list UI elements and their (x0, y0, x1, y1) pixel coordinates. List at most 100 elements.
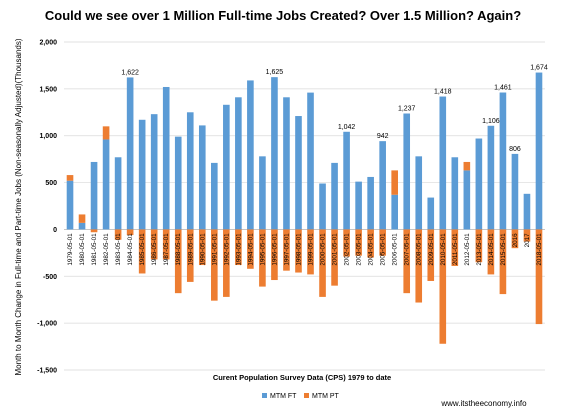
x-tick-label: 2006-05-01 (392, 233, 399, 266)
bar-part-time (463, 161, 471, 171)
y-tick-label: 2,000 (39, 40, 57, 47)
bar-full-time (451, 157, 459, 230)
x-axis-title: Curent Population Survey Data (CPS) 1979… (213, 373, 391, 382)
x-tick-label: 2016 (512, 233, 519, 248)
bar-part-time (162, 229, 170, 260)
x-tick-label: 1987-05-01 (163, 233, 170, 266)
y-tick-label: -1,500 (37, 368, 57, 375)
bar-full-time (343, 131, 350, 230)
bar-full-time (235, 97, 242, 230)
bar-part-time (138, 229, 146, 274)
data-label: 1,042 (338, 124, 356, 131)
bar-full-time (66, 180, 74, 230)
source-credit: www.itstheeconomy.info (440, 399, 527, 408)
data-label: 1,106 (482, 118, 500, 125)
bar-full-time (138, 119, 146, 230)
bar-part-time (90, 229, 98, 233)
x-tick-label: 1993-05-01 (235, 233, 242, 266)
x-tick-label: 2008-05-01 (416, 233, 423, 266)
bar-full-time (259, 156, 266, 230)
bar-full-time (403, 113, 411, 230)
bar-full-time (487, 125, 495, 230)
bar-full-time (283, 97, 290, 230)
data-labels: 1,622 1,625 1,042 942 1,237 1,418 1,106 1,461 80… (121, 65, 547, 153)
bar-part-time (367, 229, 374, 258)
bar-full-time (523, 193, 531, 230)
x-axis-ticks: 1979-05-01 1980-05-01 1981-05-01 1982-05-01… (67, 233, 543, 266)
x-tick-label: 1999-05-01 (308, 233, 315, 266)
bar-part-time (271, 229, 278, 281)
bar-full-time (198, 125, 206, 230)
bar-part-time (186, 229, 194, 282)
legend-swatch (304, 393, 309, 398)
x-tick-label: 2001-05-01 (332, 233, 339, 266)
bar-full-time (295, 116, 302, 230)
bar-full-time (535, 72, 543, 230)
bar-part-time (379, 229, 386, 256)
bar-full-time (271, 77, 278, 230)
bar-part-time (78, 214, 86, 223)
data-label: 1,418 (434, 89, 452, 96)
bars (66, 72, 543, 344)
bar-full-time (150, 114, 158, 230)
bar-part-time (415, 229, 423, 303)
data-label: 942 (377, 133, 389, 140)
y-axis-ticks: -1,500 -1,000 -500 0 500 1,000 1,500 2,000 (37, 40, 57, 375)
x-tick-label: 2003-05-01 (356, 233, 363, 266)
bar-full-time (355, 181, 362, 230)
bar-part-time (247, 229, 254, 269)
x-tick-label: 2002-05-01 (344, 233, 351, 266)
bar-part-time (126, 229, 134, 236)
bar-part-time (355, 229, 362, 256)
x-tick-label: 1981-05-01 (91, 233, 98, 266)
x-tick-label: 1983-05-01 (115, 233, 122, 266)
x-tick-label: 2015-05-01 (500, 233, 507, 266)
data-label: 1,461 (494, 85, 512, 92)
bar-full-time (415, 156, 423, 230)
data-label: 1,674 (530, 65, 548, 72)
bar-full-time (439, 96, 447, 230)
bar-full-time (114, 157, 122, 230)
gridlines (64, 41, 545, 371)
bar-part-time (150, 229, 158, 260)
x-tick-label: 2005-05-01 (380, 233, 387, 266)
bar-part-time (343, 229, 350, 257)
bar-full-time (391, 194, 398, 230)
x-tick-label: 1980-05-01 (79, 233, 86, 266)
legend-label: MTM FT (270, 393, 297, 400)
bar-part-time (331, 229, 338, 286)
x-tick-label: 1988-05-01 (175, 233, 182, 266)
x-tick-label: 1990-05-01 (199, 233, 206, 266)
x-tick-label: 2011-05-01 (452, 233, 459, 265)
bar-full-time (367, 176, 374, 230)
bar-full-time (211, 162, 218, 230)
legend-label: MTM PT (312, 393, 340, 400)
bar-part-time (283, 229, 290, 271)
bar-part-time (259, 229, 266, 287)
bar-part-time (102, 126, 110, 140)
x-tick-label: 1997-05-01 (284, 233, 291, 266)
bar-full-time (247, 80, 254, 230)
bar-part-time (319, 229, 326, 297)
bar-full-time (475, 138, 483, 230)
x-tick-label: 2010-05-01 (440, 233, 447, 266)
bar-full-time (379, 141, 386, 230)
bar-part-time (174, 229, 182, 294)
y-tick-label: -1,000 (37, 321, 57, 328)
legend-swatch (262, 393, 267, 398)
bar-part-time (451, 229, 459, 266)
bar-full-time (427, 197, 435, 230)
bar-part-time (295, 229, 302, 273)
data-label: 806 (509, 146, 521, 153)
bar-full-time (511, 153, 519, 230)
bar-part-time (535, 229, 543, 325)
x-tick-label: 1979-05-01 (67, 233, 74, 266)
bar-part-time (391, 170, 398, 195)
x-tick-label: 1986-05-01 (151, 233, 158, 266)
x-tick-label: 2007-05-01 (404, 233, 411, 266)
x-tick-label: 1989-05-01 (187, 233, 194, 266)
x-tick-label: 2009-05-01 (428, 233, 435, 266)
bar-part-time (427, 229, 435, 281)
bar-part-time (66, 175, 74, 181)
